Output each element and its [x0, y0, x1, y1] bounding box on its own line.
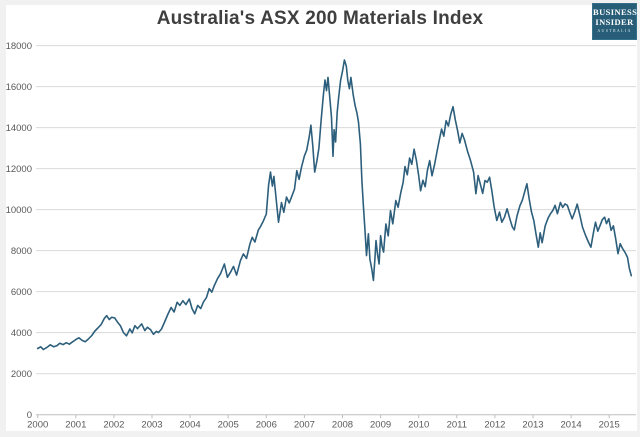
- business-insider-logo: BUSINESS INSIDER AUSTRALIA: [592, 3, 637, 40]
- x-tick-label: 2000: [27, 420, 48, 431]
- x-tick-label: 2006: [256, 420, 277, 431]
- x-tick-label: 2007: [294, 420, 315, 431]
- logo-text-australia: AUSTRALIA: [597, 28, 632, 33]
- x-tick-label: 2009: [370, 420, 391, 431]
- x-tick-label: 2003: [141, 420, 162, 431]
- y-tick-label: 6000: [11, 287, 32, 298]
- x-tick-label: 2012: [484, 420, 505, 431]
- x-tick-label: 2013: [522, 420, 543, 431]
- page-title: Australia's ASX 200 Materials Index: [156, 8, 484, 29]
- y-tick-label: 4000: [11, 328, 32, 339]
- x-tick-label: 2001: [65, 420, 86, 431]
- x-tick-label: 2005: [218, 420, 239, 431]
- x-tick-label: 2014: [561, 420, 582, 431]
- plot-background: [6, 5, 637, 431]
- y-tick-label: 10000: [6, 205, 32, 216]
- x-tick-label: 2004: [180, 420, 201, 431]
- y-tick-label: 14000: [6, 123, 32, 134]
- x-tick-label: 2002: [103, 420, 124, 431]
- y-tick-label: 8000: [11, 246, 32, 257]
- x-tick-label: 2011: [447, 420, 467, 431]
- series-line: [36, 59, 633, 351]
- y-tick-label: 18000: [6, 41, 32, 52]
- x-tick-label: 2015: [599, 420, 620, 431]
- logo-text-business: BUSINESS: [593, 7, 638, 17]
- y-tick-label: 2000: [11, 369, 32, 380]
- x-tick-label: 2008: [332, 420, 353, 431]
- logo-text-insider: INSIDER: [595, 16, 634, 27]
- x-tick-label: 2010: [408, 420, 429, 431]
- y-tick-label: 12000: [6, 164, 32, 175]
- y-tick-label: 16000: [6, 82, 32, 93]
- y-tick-label: 0: [27, 410, 32, 421]
